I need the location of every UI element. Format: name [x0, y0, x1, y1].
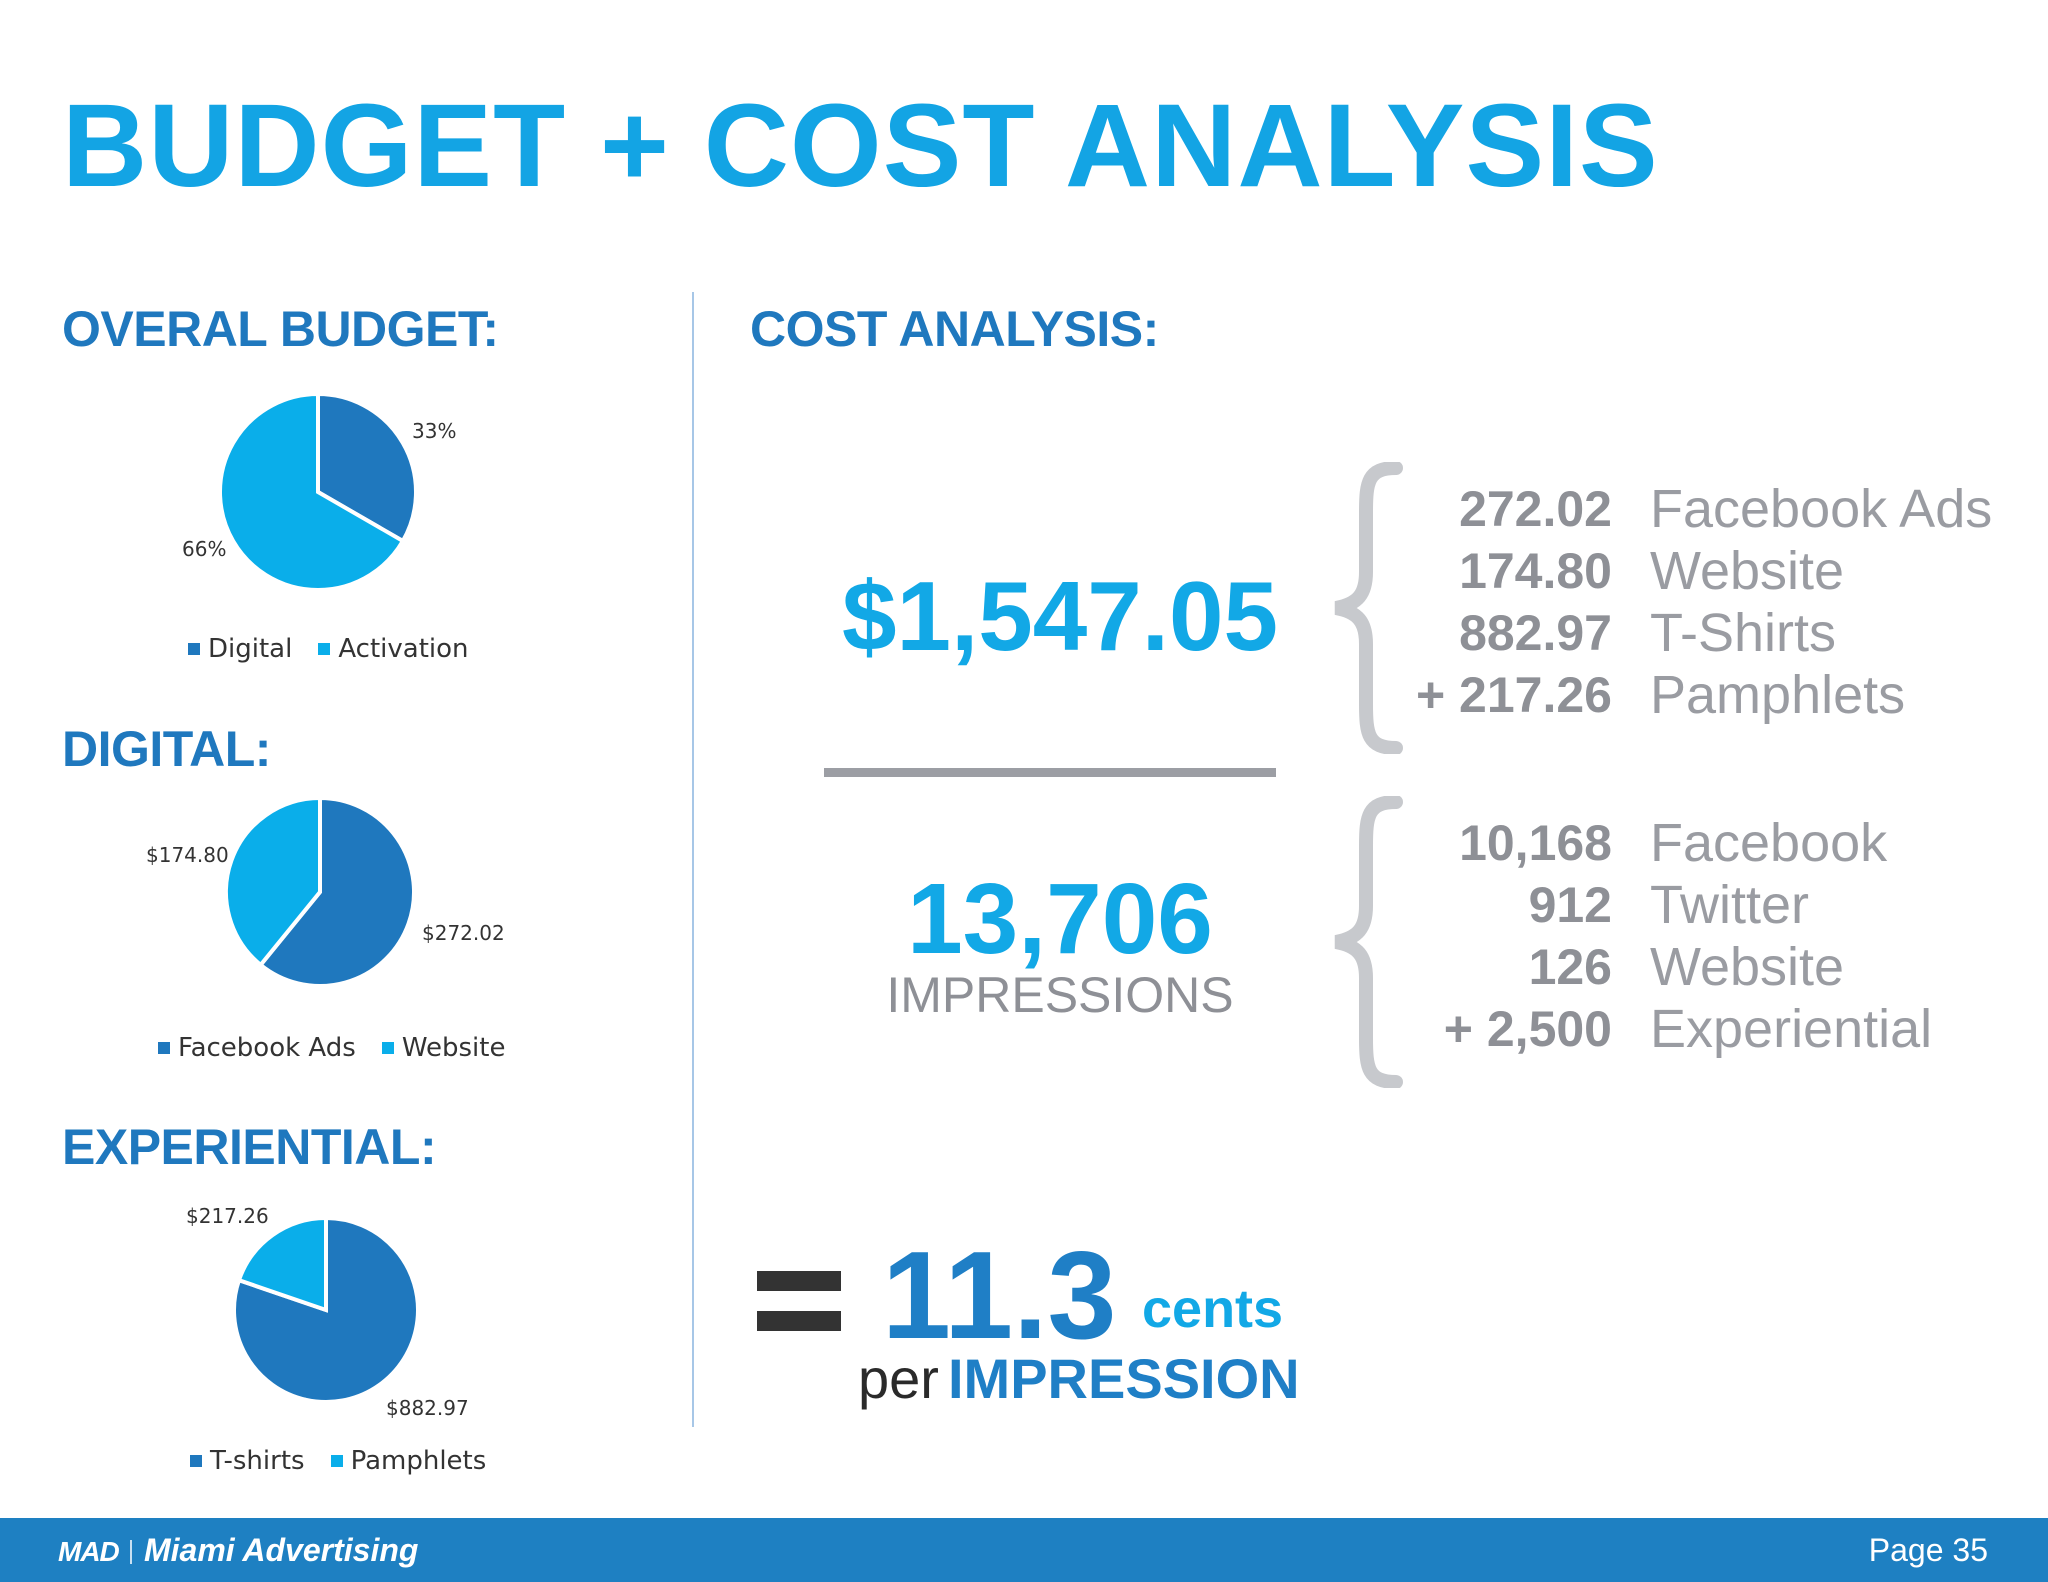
pie-slice-website: [224, 795, 322, 968]
impressions-breakdown-row: 10,168 Facebook: [1342, 812, 1932, 874]
legend-item-pamphlets: Pamphlets: [330, 1446, 487, 1476]
pie-slice-activation: [218, 391, 406, 592]
pie-slice-pamphlets: [236, 1215, 328, 1313]
legend-item-website: Website: [381, 1033, 506, 1063]
legend-swatch-digital: [188, 643, 200, 655]
cost-breakdown: 272.02 Facebook Ads 174.80 Website 882.9…: [1342, 478, 1992, 726]
mad-logo: MAD: [58, 1536, 120, 1567]
legend-item-digital: Digital: [188, 634, 292, 664]
pie-data-label: 33%: [412, 419, 456, 443]
impressions-label: IMPRESSIONS: [886, 967, 1234, 1023]
pie-slice-t-shirts: [232, 1215, 420, 1404]
pie-data-label: 66%: [182, 537, 226, 561]
pie-data-label: $882.97: [386, 1396, 469, 1420]
experiential-pie-chart: $882.97 $217.26: [186, 1204, 469, 1420]
overall-budget-heading: OVERAL BUDGET:: [62, 301, 499, 357]
cost-breakdown-row: 174.80 Website: [1342, 540, 1992, 602]
overall-budget-pie-chart: 33% 66%: [182, 391, 456, 592]
impressions-value: 10,168: [1459, 815, 1612, 871]
legend-swatch-facebook-ads: [158, 1042, 170, 1054]
impressions-breakdown-row: + 2,500 Experiential: [1342, 998, 1932, 1060]
page-title: BUDGET + COST ANALYSIS: [62, 80, 1659, 212]
cost-value: 174.80: [1459, 543, 1612, 599]
legend-item-activation: Activation: [318, 634, 469, 664]
digital-pie-chart: $272.02 $174.80: [146, 795, 505, 988]
total-impressions: 13,706: [907, 863, 1213, 975]
per-text: per: [858, 1347, 939, 1410]
pie-data-label: $217.26: [186, 1204, 269, 1228]
legend-swatch-website: [381, 1042, 394, 1054]
pie-data-label: $174.80: [146, 843, 229, 867]
fraction-bar: [824, 768, 1276, 777]
pie-data-label: $272.02: [422, 921, 505, 945]
footer-bar: [0, 1518, 2048, 1582]
cost-value: 882.97: [1459, 605, 1612, 661]
impressions-label: Twitter: [1650, 875, 1810, 935]
cost-label: Website: [1650, 541, 1845, 601]
impressions-label: Website: [1650, 937, 1845, 997]
legend-item-t-shirts: T-shirts: [190, 1446, 305, 1476]
digital-legend: Facebook Ads Website: [158, 1033, 505, 1063]
impressions-brace-icon: [1334, 796, 1403, 1088]
cost-value: + 217.26: [1415, 667, 1612, 723]
per-impression-text: IMPRESSION: [948, 1347, 1300, 1410]
cost-brace-icon: [1334, 462, 1403, 754]
legend-label: Pamphlets: [350, 1446, 487, 1476]
cost-value: 272.02: [1459, 481, 1612, 537]
cost-per-impression-value: 11.3: [882, 1227, 1117, 1365]
impressions-value: 126: [1528, 939, 1612, 995]
total-cost: $1,547.05: [842, 561, 1278, 671]
cost-breakdown-row: + 217.26 Pamphlets: [1342, 664, 1992, 726]
legend-label: Facebook Ads: [178, 1033, 356, 1063]
impressions-label: Experiential: [1650, 999, 1933, 1059]
impressions-label: Facebook: [1650, 813, 1888, 873]
page-number: Page 35: [1868, 1532, 1988, 1568]
legend-label: Activation: [338, 634, 469, 664]
legend-label: Website: [401, 1033, 506, 1063]
overall-budget-legend: Digital Activation: [188, 634, 469, 664]
pie-slice-facebook-ads: [257, 795, 416, 988]
impressions-value: + 2,500: [1443, 1001, 1612, 1057]
legend-label: T-shirts: [210, 1446, 305, 1476]
impressions-breakdown-row: 912 Twitter: [1342, 874, 1932, 936]
footer-brand: Miami Advertising: [144, 1532, 419, 1568]
legend-swatch-pamphlets: [330, 1455, 343, 1467]
legend-item-facebook-ads: Facebook Ads: [158, 1033, 356, 1063]
column-divider: [692, 292, 694, 1427]
impressions-breakdown: 10,168 Facebook 912 Twitter 126 Website …: [1342, 812, 1932, 1060]
impressions-breakdown-row: 126 Website: [1342, 936, 1932, 998]
cost-per-impression-unit: cents: [1142, 1279, 1284, 1339]
cost-label: Pamphlets: [1650, 665, 1906, 725]
digital-heading: DIGITAL:: [62, 721, 271, 777]
equals-icon: [757, 1271, 841, 1331]
cost-label: T-Shirts: [1650, 603, 1837, 663]
impressions-value: 912: [1528, 877, 1612, 933]
experiential-legend: T-shirts Pamphlets: [190, 1446, 486, 1476]
experiential-heading: EXPERIENTIAL:: [62, 1119, 437, 1175]
cost-breakdown-row: 882.97 T-Shirts: [1342, 602, 1992, 664]
cost-breakdown-row: 272.02 Facebook Ads: [1342, 478, 1992, 540]
legend-label: Digital: [208, 634, 293, 664]
cost-label: Facebook Ads: [1650, 479, 1993, 539]
legend-swatch-t-shirts: [190, 1455, 202, 1467]
footer-separator: [130, 1540, 132, 1564]
legend-swatch-activation: [318, 643, 331, 655]
cost-analysis-heading: COST ANALYSIS:: [750, 301, 1159, 357]
